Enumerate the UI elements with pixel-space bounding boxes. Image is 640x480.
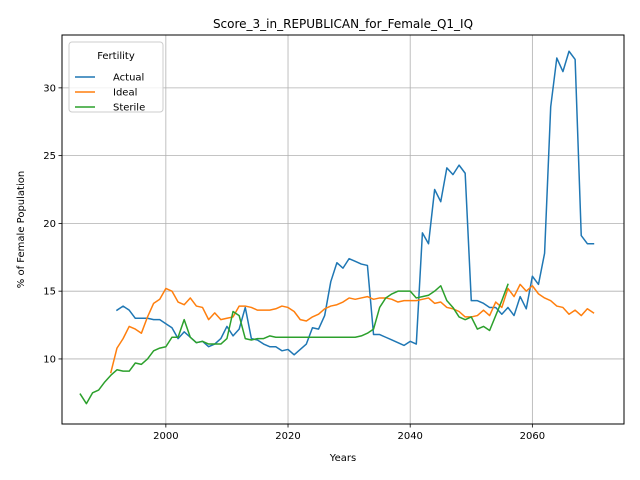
y-tick-label: 15 (43, 287, 56, 298)
y-tick-label: 25 (43, 151, 56, 162)
x-tick-label: 2020 (275, 431, 300, 442)
chart-title: Score_3_in_REPUBLICAN_for_Female_Q1_IQ (213, 17, 473, 31)
legend-label-sterile: Sterile (113, 103, 145, 114)
x-tick-label: 2000 (153, 431, 178, 442)
y-axis-label: % of Female Population (16, 171, 27, 288)
legend-box (68, 41, 164, 113)
y-tick-label: 20 (43, 219, 56, 230)
y-tick-label: 30 (43, 83, 56, 94)
x-axis-label: Years (329, 453, 356, 464)
legend-label-ideal: Ideal (113, 88, 137, 99)
legend-entries: Actual Ideal Sterile (75, 73, 145, 114)
x-axis: 2000 2020 2040 2060 (153, 424, 545, 442)
y-axis: 10 15 20 25 30 (43, 83, 62, 365)
series-line-ideal (109, 283, 595, 374)
legend: Fertility Actual Ideal Sterile (68, 41, 164, 114)
x-tick-label: 2060 (520, 431, 545, 442)
legend-label-actual: Actual (113, 73, 144, 84)
y-tick-label: 10 (43, 354, 56, 365)
plot-frame (61, 34, 625, 425)
x-tick-label: 2040 (397, 431, 422, 442)
series-line-sterile (79, 283, 509, 405)
series-layer (79, 50, 595, 405)
legend-title: Fertility (97, 51, 135, 62)
